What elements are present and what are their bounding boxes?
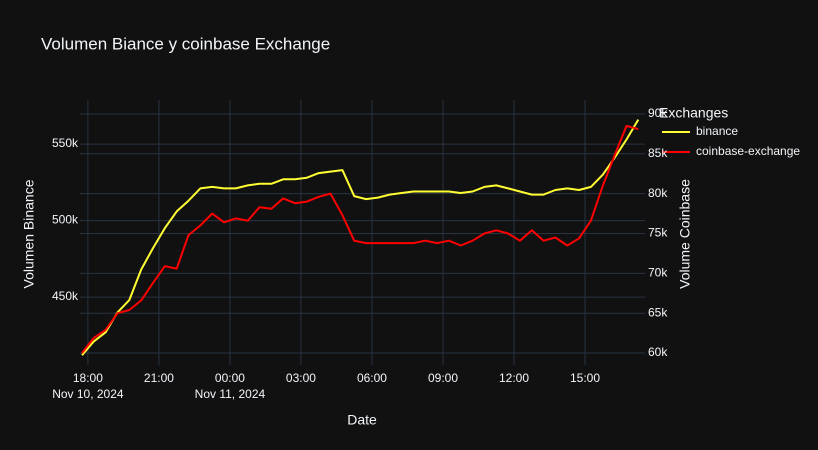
legend-label: coinbase-exchange	[696, 144, 800, 158]
y2-tick-label: 65k	[648, 305, 668, 319]
legend-title: Exchanges	[659, 105, 728, 121]
x-tick-date: Nov 10, 2024	[52, 387, 124, 401]
y-tick-label: 500k	[52, 213, 79, 227]
y2-tick-label: 75k	[648, 226, 668, 240]
chart-title: Volumen Biance y coinbase Exchange	[41, 34, 330, 53]
x-tick-label: 06:00	[357, 371, 387, 385]
y2-tick-label: 85k	[648, 146, 668, 160]
x-tick-label: 18:00	[73, 371, 103, 385]
series-line	[81, 119, 640, 356]
legend: Exchanges binance coinbase-exchange	[655, 102, 815, 164]
x-tick-label: 09:00	[428, 371, 458, 385]
y2-tick-label: 90k	[648, 106, 668, 120]
plot	[81, 119, 640, 356]
x-axis-title: Date	[347, 412, 377, 428]
x-tick-label: 12:00	[499, 371, 529, 385]
y2-axis-title: Volume Coinbase	[677, 179, 693, 289]
x-tick-label: 15:00	[570, 371, 600, 385]
y2-tick-label: 70k	[648, 266, 668, 280]
x-tick-date: Nov 11, 2024	[195, 387, 266, 401]
y-tick-label: 450k	[52, 289, 79, 303]
x-tick-label: 00:00	[215, 371, 245, 385]
legend-label: binance	[696, 124, 738, 138]
series-line	[81, 124, 639, 354]
y2-tick-label: 60k	[648, 345, 668, 359]
x-tick-label: 21:00	[144, 371, 174, 385]
y2-tick-label: 80k	[648, 186, 668, 200]
grid	[80, 100, 645, 365]
y-axis-title: Volumen Binance	[21, 179, 37, 288]
x-tick-label: 03:00	[286, 371, 316, 385]
y-tick-label: 550k	[52, 136, 79, 150]
